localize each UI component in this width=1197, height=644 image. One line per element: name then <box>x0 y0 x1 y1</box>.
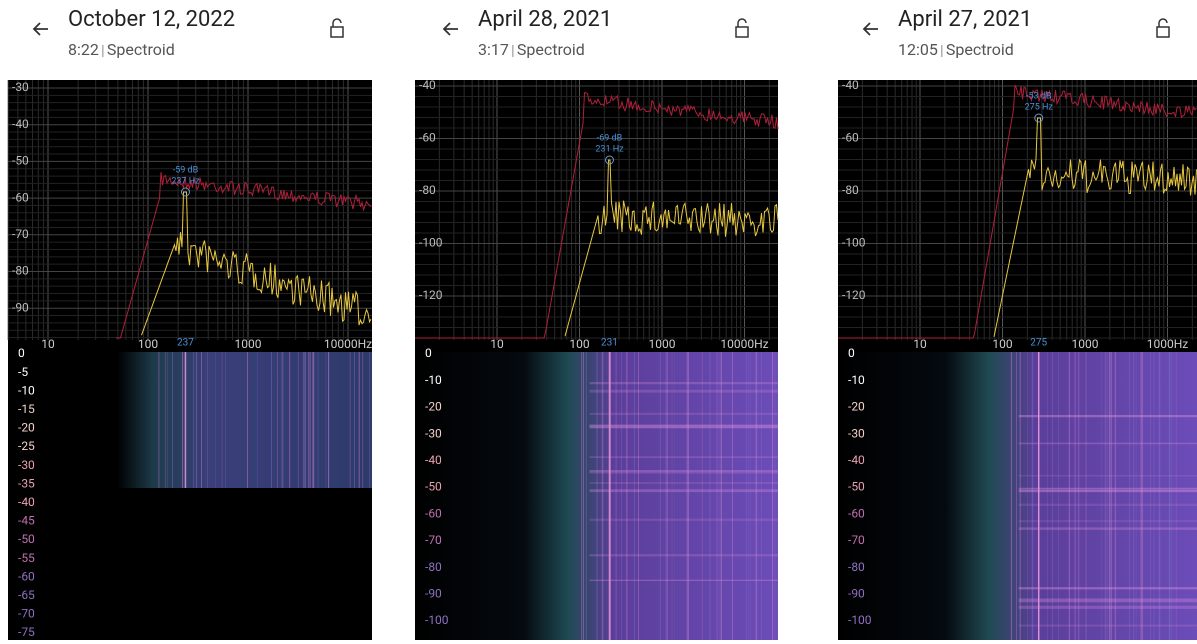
peak-level: -53 dB <box>1026 91 1052 101</box>
level-label: -40 <box>419 78 436 92</box>
frequency-label: 10000Hz <box>324 337 372 351</box>
time-label: -40 <box>425 453 442 467</box>
time-label: -20 <box>848 400 865 414</box>
level-label: -60 <box>12 190 29 204</box>
time-label: -40 <box>848 453 865 467</box>
time-label: -30 <box>18 458 35 472</box>
lock-button[interactable] <box>736 19 748 37</box>
time-label: -45 <box>18 514 35 528</box>
peak-frequency-label: 231 <box>601 338 618 349</box>
peak-frequency: 237 Hz <box>171 176 200 186</box>
recording-time: 12:05 <box>898 40 938 59</box>
frequency-label: 100 <box>569 337 589 351</box>
recording-title: April 27, 2021 <box>898 7 1032 32</box>
time-label: -60 <box>425 506 442 520</box>
recording-time: 8:22 <box>68 40 99 59</box>
lock-button[interactable] <box>1157 19 1169 37</box>
recording-title: October 12, 2022 <box>68 7 235 32</box>
time-label: -80 <box>425 560 442 574</box>
time-label: -80 <box>848 560 865 574</box>
frequency-label: 1000 <box>649 337 676 351</box>
recording-app: Spectroid <box>517 40 585 59</box>
back-button[interactable] <box>444 23 458 35</box>
time-label: -20 <box>425 400 442 414</box>
lock-button[interactable] <box>331 19 343 37</box>
time-label: 0 <box>18 346 25 360</box>
level-label: -120 <box>419 288 443 302</box>
frequency-label: 1000Hz <box>1147 337 1189 351</box>
frequency-label: 10000Hz <box>720 337 768 351</box>
time-label: -65 <box>18 588 35 602</box>
time-label: -5 <box>18 365 28 379</box>
time-label: -30 <box>848 426 865 440</box>
time-label: -50 <box>848 480 865 494</box>
time-label: -90 <box>848 586 865 600</box>
spectrogram <box>838 352 1197 640</box>
frequency-label: 100 <box>992 337 1012 351</box>
time-label: -30 <box>425 426 442 440</box>
spectrogram <box>415 352 778 640</box>
level-label: -90 <box>12 300 29 314</box>
level-label: -100 <box>419 236 443 250</box>
level-label: -30 <box>12 80 29 94</box>
time-label: -50 <box>425 480 442 494</box>
time-label: -20 <box>18 421 35 435</box>
frequency-label: 10 <box>41 337 55 351</box>
time-label: -40 <box>18 495 35 509</box>
level-label: -80 <box>419 183 436 197</box>
peak-level: -59 dB <box>173 165 199 175</box>
level-label: -120 <box>842 288 866 302</box>
recording-title: April 28, 2021 <box>478 7 612 32</box>
recording-app: Spectroid <box>107 40 175 59</box>
back-button[interactable] <box>34 23 48 35</box>
level-label: -50 <box>12 154 29 168</box>
time-label: -25 <box>18 439 35 453</box>
peak-frequency: 275 Hz <box>1025 102 1054 112</box>
level-label: -80 <box>12 264 29 278</box>
level-label: -60 <box>842 131 859 145</box>
time-label: -70 <box>425 533 442 547</box>
level-label: -70 <box>12 227 29 241</box>
peak-frequency-label: 275 <box>1030 338 1047 349</box>
level-label: -40 <box>12 117 29 131</box>
time-label: -100 <box>425 613 449 627</box>
level-label: -60 <box>419 131 436 145</box>
time-label: -35 <box>18 476 35 490</box>
level-label: -40 <box>842 78 859 92</box>
frequency-label: 1000 <box>1072 337 1099 351</box>
time-label: -60 <box>848 506 865 520</box>
recording-app: Spectroid <box>946 40 1014 59</box>
time-label: -10 <box>18 383 35 397</box>
time-label: -15 <box>18 402 35 416</box>
screenshot: October 12, 20228:22Spectroid-30-40-50-6… <box>0 0 1197 640</box>
level-label: -100 <box>842 236 866 250</box>
time-label: -100 <box>848 613 872 627</box>
time-label: -70 <box>18 607 35 621</box>
time-label: -70 <box>848 533 865 547</box>
peak-frequency: 231 Hz <box>595 144 624 154</box>
spectrogram <box>8 352 372 488</box>
frequency-label: 10 <box>490 337 504 351</box>
time-label: -90 <box>425 586 442 600</box>
frequency-label: 1000 <box>235 337 262 351</box>
time-label: 0 <box>425 346 432 360</box>
time-label: -50 <box>18 532 35 546</box>
time-label: -10 <box>425 373 442 387</box>
time-label: -60 <box>18 569 35 583</box>
back-button[interactable] <box>864 23 878 35</box>
level-label: -80 <box>842 183 859 197</box>
peak-level: -69 dB <box>597 133 623 143</box>
recording-panel: April 27, 2021 12:05 Spectroid -40 -60 -80 -10… <box>838 7 1197 640</box>
peak-frequency-label: 237 <box>177 338 194 349</box>
time-label: -55 <box>18 551 35 565</box>
time-label: 0 <box>848 346 855 360</box>
frequency-label: 10 <box>913 337 927 351</box>
time-label: -10 <box>848 373 865 387</box>
recording-time: 3:17 <box>478 40 509 59</box>
frequency-label: 100 <box>138 337 158 351</box>
time-label: -75 <box>18 625 35 639</box>
